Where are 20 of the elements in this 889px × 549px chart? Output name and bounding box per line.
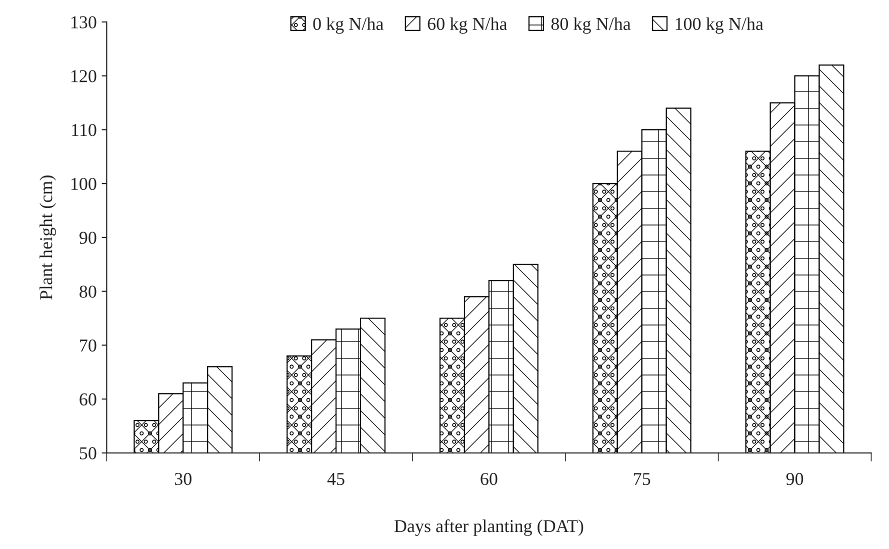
- y-tick-label: 60: [80, 393, 96, 406]
- legend-label: 60 kg N/ha: [428, 17, 508, 34]
- y-tick-label: 100: [71, 178, 96, 190]
- y-tick-label: 130: [71, 16, 96, 28]
- x-tick-label: 45: [327, 473, 344, 486]
- legend-label: 100 kg N/ha: [676, 17, 764, 34]
- y-tick-label: 80: [80, 286, 96, 298]
- legend-label: 80 kg N/ha: [551, 17, 631, 34]
- x-tick-label: 75: [634, 473, 650, 486]
- y-tick-label: 90: [79, 232, 96, 244]
- y-tick-label: 120: [71, 70, 96, 82]
- y-axis-title: Plant height (cm): [40, 176, 56, 300]
- x-tick-label: 60: [480, 472, 498, 486]
- y-tick-label: 110: [72, 124, 96, 136]
- y-tick-label: 50: [80, 447, 96, 460]
- x-tick-label: 90: [786, 472, 804, 486]
- x-tick-label: 30: [174, 472, 192, 486]
- y-tick-label: 70: [80, 339, 96, 352]
- x-axis-title: Days after planting (DAT): [394, 519, 584, 536]
- legend-label: 0 kg N/ha: [313, 17, 384, 34]
